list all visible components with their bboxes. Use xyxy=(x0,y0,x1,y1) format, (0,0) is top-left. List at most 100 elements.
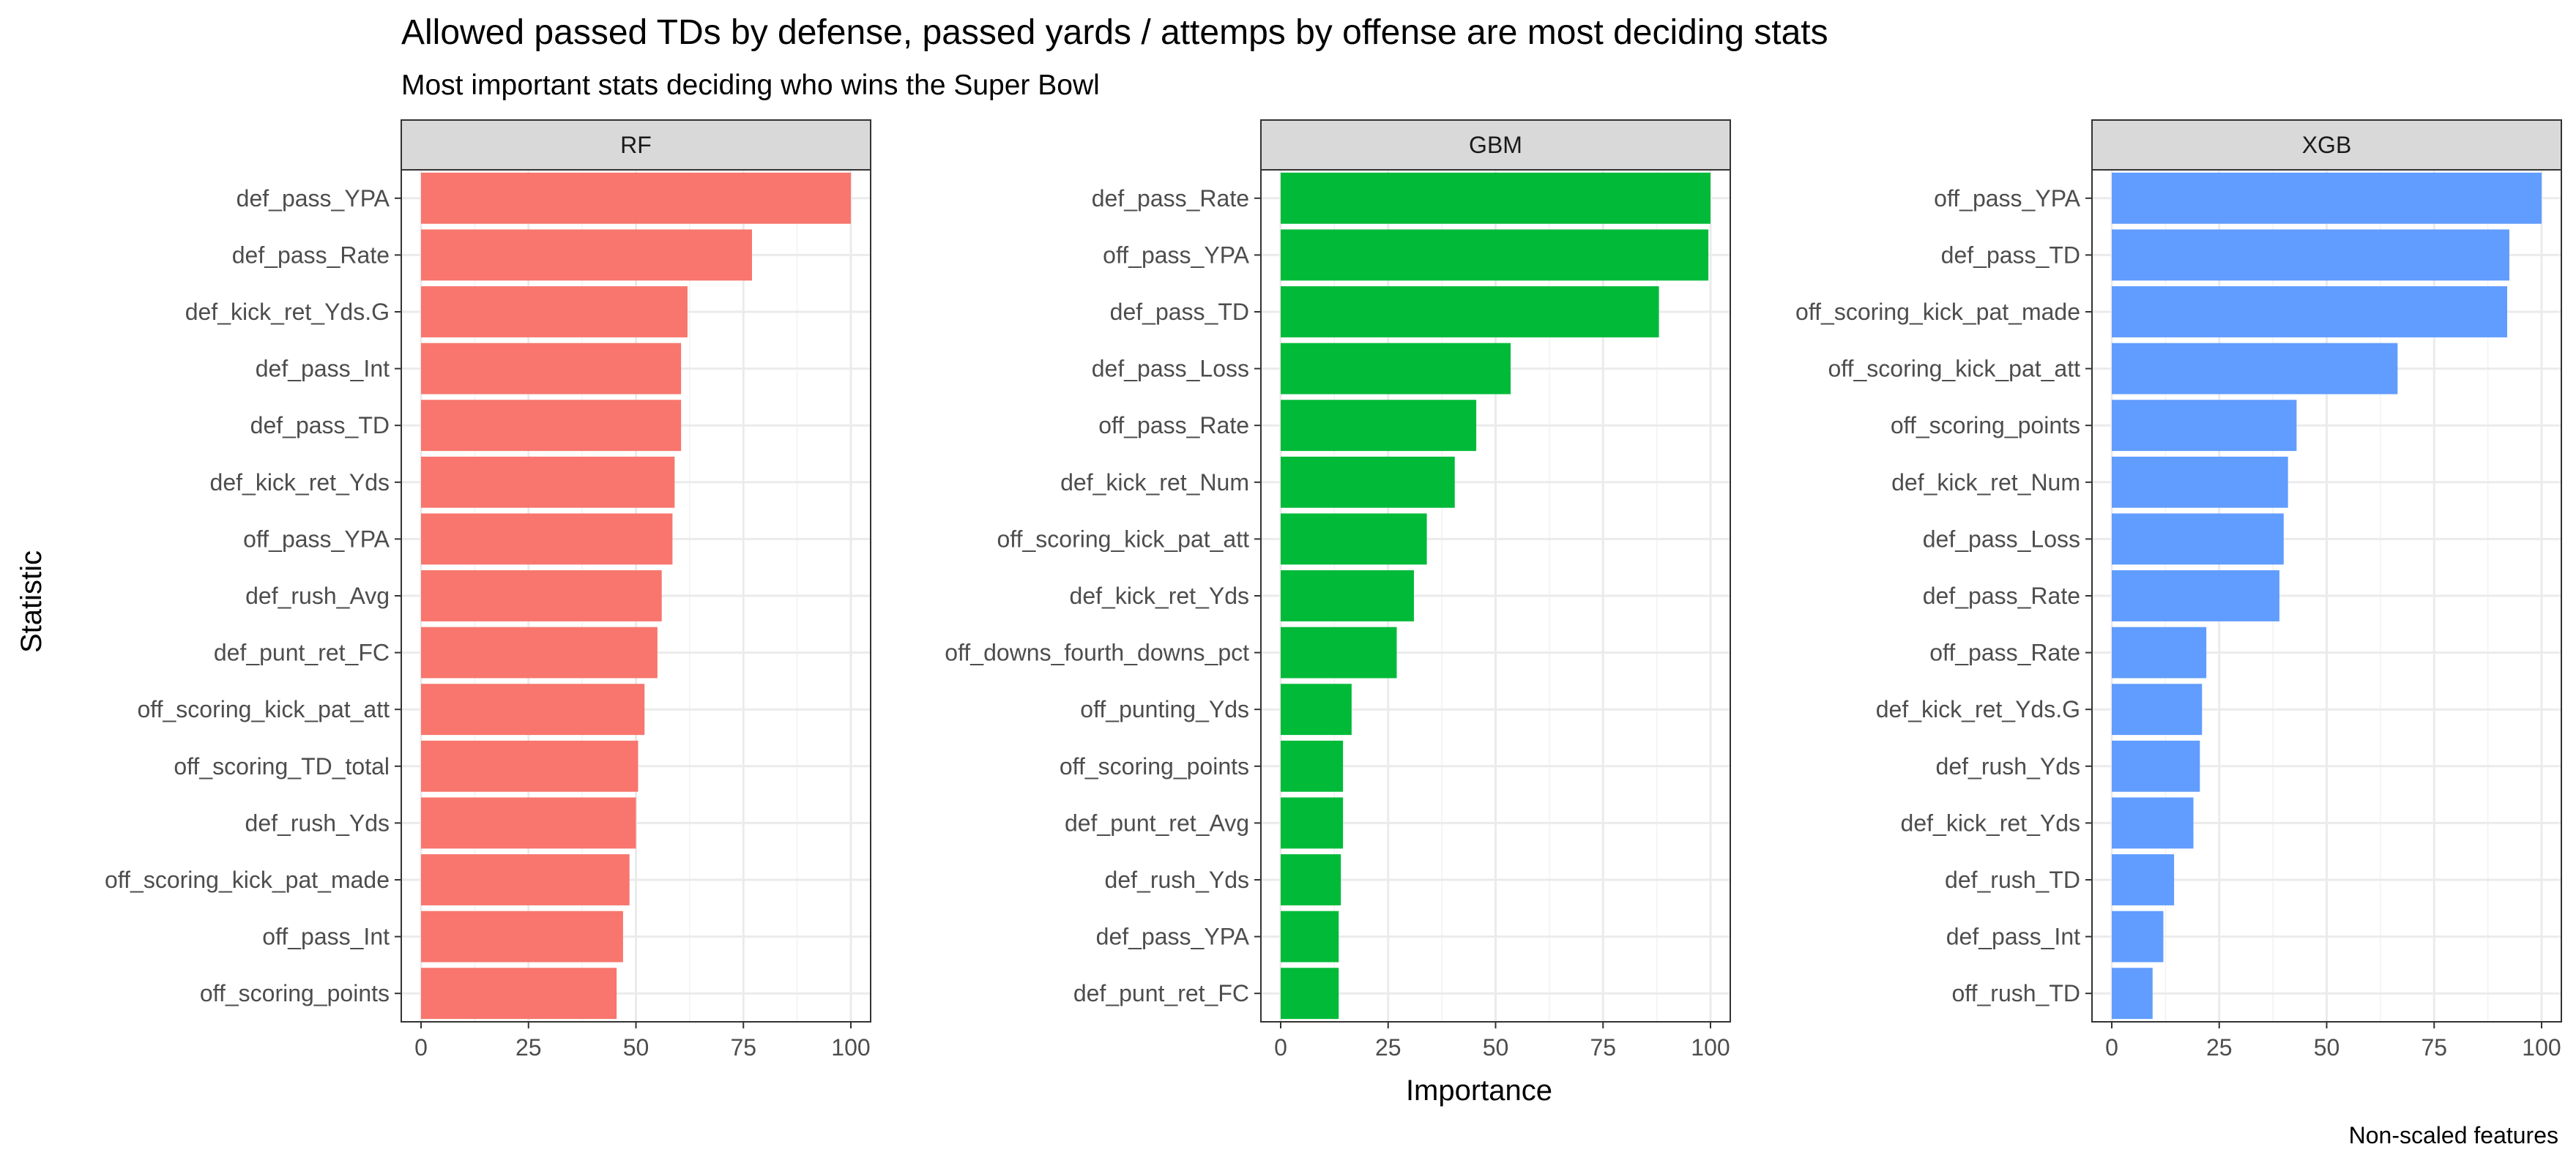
x-tick-label: 75 xyxy=(730,1034,756,1061)
x-tick-label: 75 xyxy=(1590,1034,1616,1061)
bar-def_kick_ret_Yds.G xyxy=(2112,684,2203,736)
category-label: off_scoring_kick_pat_att xyxy=(997,526,1249,552)
category-label: off_scoring_kick_pat_att xyxy=(1828,356,2080,382)
category-label: off_downs_fourth_downs_pct xyxy=(945,640,1249,666)
x-tick-label: 50 xyxy=(2314,1034,2340,1061)
category-label: off_rush_TD xyxy=(1952,980,2081,1006)
category-label: def_kick_ret_Yds xyxy=(1070,583,1249,609)
category-label: def_kick_ret_Yds xyxy=(210,469,390,496)
chart-title: Allowed passed TDs by defense, passed ya… xyxy=(401,13,1828,52)
x-tick-label: 100 xyxy=(1691,1034,1730,1061)
bar-def_pass_Int xyxy=(421,343,682,395)
bar-off_scoring_points xyxy=(2112,400,2297,452)
x-axis-title: Importance xyxy=(1406,1075,1552,1107)
category-label: off_pass_Int xyxy=(262,924,390,950)
bar-off_pass_Rate xyxy=(1281,400,1477,452)
category-label: def_pass_YPA xyxy=(1096,924,1250,950)
category-label: def_kick_ret_Yds.G xyxy=(1876,696,2080,722)
bar-def_kick_ret_Yds.G xyxy=(421,286,688,337)
panel-xgb: XGB off_pass_YPA def_pass_TD off_scoring_ki… xyxy=(1795,119,2562,1061)
bar-off_pass_Rate xyxy=(2112,627,2207,679)
strip-label: GBM xyxy=(1469,132,1522,158)
category-label: def_punt_ret_FC xyxy=(214,640,390,666)
category-label: def_pass_Int xyxy=(1946,924,2080,950)
bar-def_pass_Loss xyxy=(2112,513,2284,565)
bar-def_pass_YPA xyxy=(1281,911,1339,963)
bar-def_pass_TD xyxy=(421,400,682,452)
bar-def_punt_ret_Avg xyxy=(1281,797,1344,849)
bar-off_rush_TD xyxy=(2112,968,2153,1020)
x-tick-label: 100 xyxy=(831,1034,870,1061)
category-label: def_pass_TD xyxy=(250,412,390,438)
category-label: def_pass_Loss xyxy=(1092,356,1249,382)
bar-off_pass_YPA xyxy=(421,513,673,565)
category-label: off_scoring_kick_pat_made xyxy=(105,867,390,893)
bar-def_rush_Yds xyxy=(2112,740,2200,792)
category-label: off_scoring_points xyxy=(1891,412,2080,438)
x-tick-label: 25 xyxy=(2206,1034,2233,1061)
bar-off_scoring_kick_pat_att xyxy=(1281,513,1427,565)
bar-def_kick_ret_Yds xyxy=(1281,570,1414,621)
bar-def_rush_Yds xyxy=(1281,854,1341,905)
category-label: def_rush_Avg xyxy=(245,583,390,609)
bar-off_punting_Yds xyxy=(1281,684,1352,736)
strip-label: XGB xyxy=(2302,132,2352,158)
bar-def_rush_Avg xyxy=(421,570,662,621)
category-label: off_scoring_TD_total xyxy=(174,753,390,780)
bar-off_downs_fourth_downs_pct xyxy=(1281,627,1397,679)
facet-panels: RF def_pass_YPA def_pass_Rate def_kick_ret_… xyxy=(105,119,2562,1061)
strip-rf xyxy=(401,119,871,171)
panel-rf: RF def_pass_YPA def_pass_Rate def_kick_ret_… xyxy=(105,119,871,1061)
category-label: off_scoring_kick_pat_made xyxy=(1795,299,2080,325)
x-tick-label: 0 xyxy=(1274,1034,1287,1061)
category-label: def_pass_Rate xyxy=(1923,583,2080,609)
bar-off_pass_YPA xyxy=(2112,172,2542,224)
bar-off_scoring_kick_pat_made xyxy=(2112,286,2508,337)
bar-def_pass_Loss xyxy=(1281,343,1511,395)
bar-off_pass_YPA xyxy=(1281,229,1709,281)
category-label: def_pass_TD xyxy=(1110,299,1249,325)
bar-def_kick_ret_Num xyxy=(2112,456,2288,508)
category-label: def_punt_ret_FC xyxy=(1073,980,1249,1006)
bar-def_kick_ret_Num xyxy=(1281,456,1455,508)
category-label: def_pass_Rate xyxy=(1092,185,1249,212)
bar-def_pass_Int xyxy=(2112,911,2164,963)
bar-off_scoring_kick_pat_att xyxy=(2112,343,2398,395)
bar-def_punt_ret_FC xyxy=(421,627,658,679)
caption: Non-scaled features xyxy=(2349,1122,2558,1148)
bar-def_pass_Rate xyxy=(1281,172,1710,224)
category-label: def_rush_Yds xyxy=(1105,867,1249,893)
bar-def_kick_ret_Yds xyxy=(2112,797,2194,849)
category-label: off_pass_YPA xyxy=(1103,242,1250,268)
x-tick-label: 25 xyxy=(515,1034,542,1061)
bar-def_pass_YPA xyxy=(421,172,851,224)
category-label: off_scoring_kick_pat_att xyxy=(137,696,390,722)
category-label: off_scoring_points xyxy=(1060,753,1249,780)
category-label: def_rush_Yds xyxy=(245,810,390,836)
category-label: def_kick_ret_Num xyxy=(1060,469,1249,496)
bar-off_scoring_TD_total xyxy=(421,740,639,792)
strip-gbm xyxy=(1260,119,1731,171)
bar-def_punt_ret_FC xyxy=(1281,968,1339,1020)
x-tick-label: 25 xyxy=(1375,1034,1401,1061)
category-label: def_rush_TD xyxy=(1945,867,2080,893)
x-tick-label: 0 xyxy=(2105,1034,2118,1061)
bar-def_pass_Rate xyxy=(421,229,752,281)
category-label: def_pass_Rate xyxy=(232,242,390,268)
category-label: def_rush_Yds xyxy=(1936,753,2080,780)
y-axis-title: Statistic xyxy=(15,550,48,653)
category-label: off_pass_YPA xyxy=(243,526,390,552)
x-tick-label: 75 xyxy=(2421,1034,2447,1061)
chart-subtitle: Most important stats deciding who wins t… xyxy=(401,70,1100,101)
category-label: def_pass_Loss xyxy=(1923,526,2080,552)
bar-def_pass_TD xyxy=(1281,286,1659,337)
bar-def_rush_TD xyxy=(2112,854,2175,905)
category-label: def_kick_ret_Num xyxy=(1891,469,2080,496)
category-label: def_pass_Int xyxy=(256,356,390,382)
x-tick-label: 0 xyxy=(414,1034,428,1061)
bar-off_pass_Int xyxy=(421,911,623,963)
bar-off_scoring_points xyxy=(421,968,617,1020)
category-label: off_pass_Rate xyxy=(1929,640,2080,666)
bar-off_scoring_points xyxy=(1281,740,1344,792)
